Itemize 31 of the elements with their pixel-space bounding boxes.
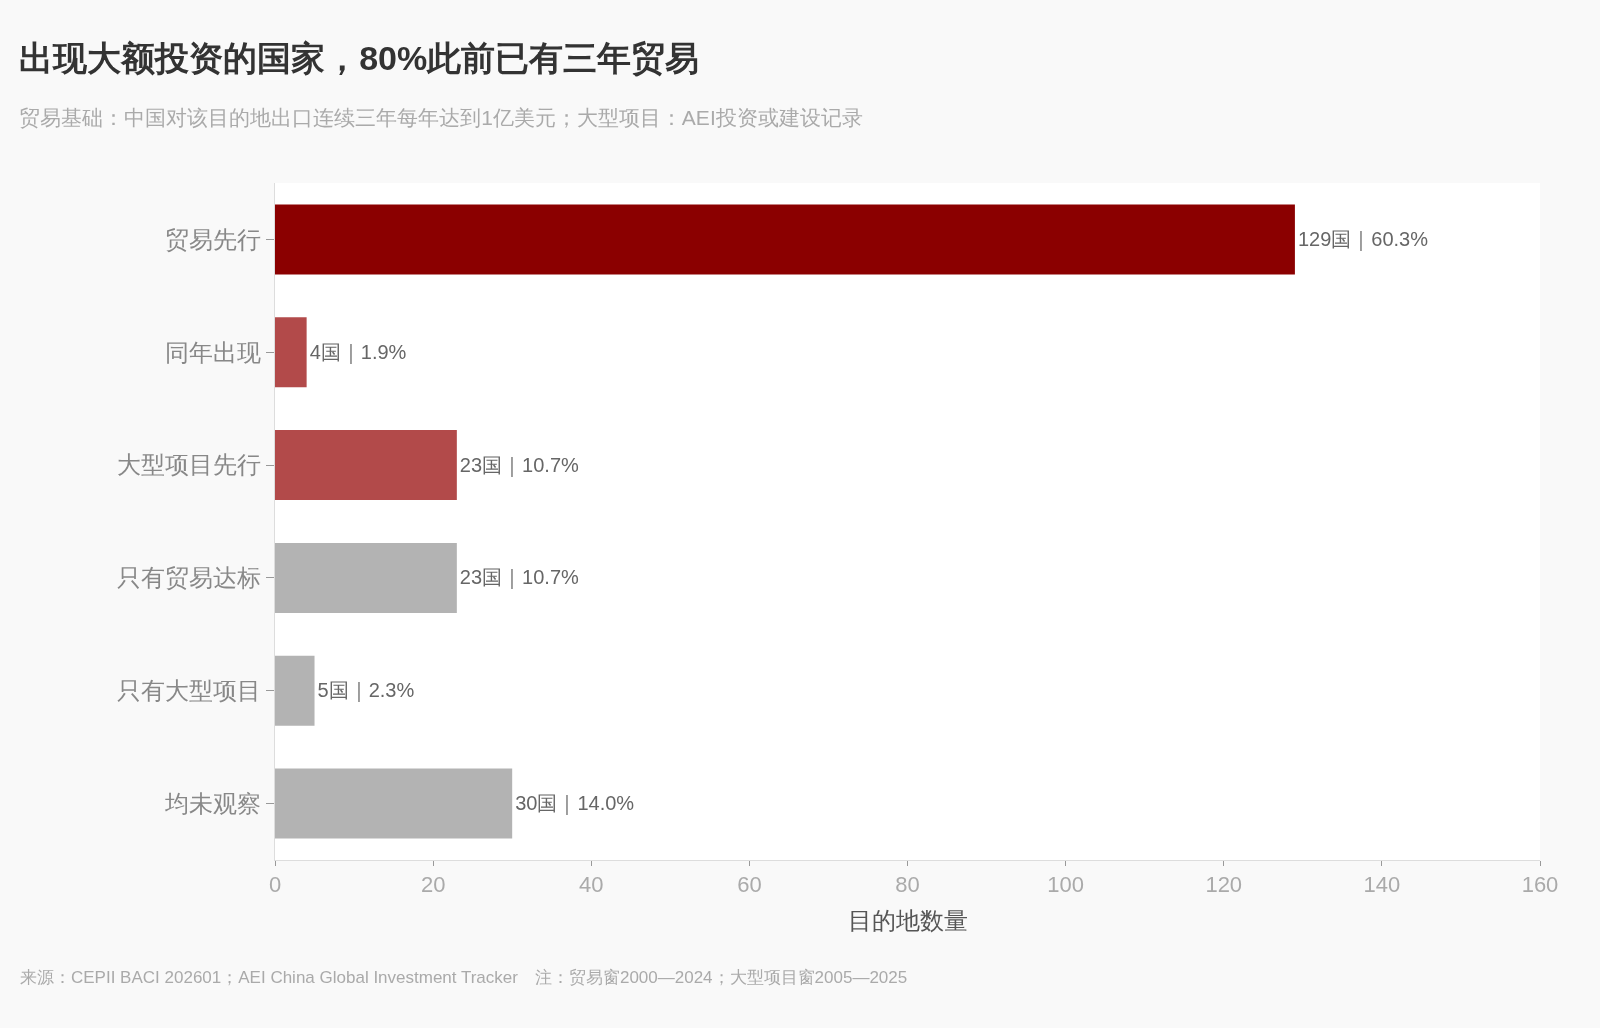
y-tick-label: 只有大型项目 [117, 677, 262, 705]
y-tick-label: 只有贸易达标 [117, 564, 262, 592]
data-label: 23国｜10.7% [459, 453, 580, 477]
data-label: 23国｜10.7% [459, 566, 580, 590]
data-label: 30国｜14.0% [515, 792, 635, 816]
bar [275, 430, 457, 501]
x-tick-label: 80 [895, 872, 920, 898]
y-tick-label: 大型项目先行 [117, 451, 262, 479]
bar [275, 655, 315, 726]
x-tick-label: 140 [1363, 872, 1401, 898]
y-tick-label: 同年出现 [165, 338, 262, 366]
data-label: 4国｜1.9% [309, 340, 407, 364]
chart-title: 出现大额投资的国家，80%此前已有三年贸易 [19, 39, 700, 78]
x-tick-label: 20 [420, 872, 446, 898]
x-tick-label: 0 [268, 872, 282, 898]
y-tick-label: 贸易先行 [165, 225, 262, 253]
source-note: 来源：CEPII BACI 202601；AEI China Global Investment Tracker 注：贸易窗2000—2024；大型项目窗2005—2025 [20, 968, 908, 987]
bar [275, 768, 513, 839]
x-tick-label: 60 [737, 872, 762, 898]
x-tick-label: 120 [1205, 872, 1243, 898]
bar [275, 317, 307, 388]
x-axis-title: 目的地数量 [847, 906, 968, 934]
x-tick-label: 100 [1047, 872, 1084, 898]
bar [275, 204, 1295, 275]
bar [275, 542, 457, 613]
x-tick-label: 40 [579, 872, 604, 898]
y-tick-label: 均未观察 [164, 789, 262, 817]
x-tick-label: 160 [1521, 872, 1559, 898]
data-label: 5国｜2.3% [317, 679, 415, 703]
chart-subtitle: 贸易基础：中国对该目的地出口连续三年每年达到1亿美元；大型项目：AEI投资或建设记录 [19, 106, 863, 130]
data-label: 129国｜60.3% [1297, 227, 1429, 251]
